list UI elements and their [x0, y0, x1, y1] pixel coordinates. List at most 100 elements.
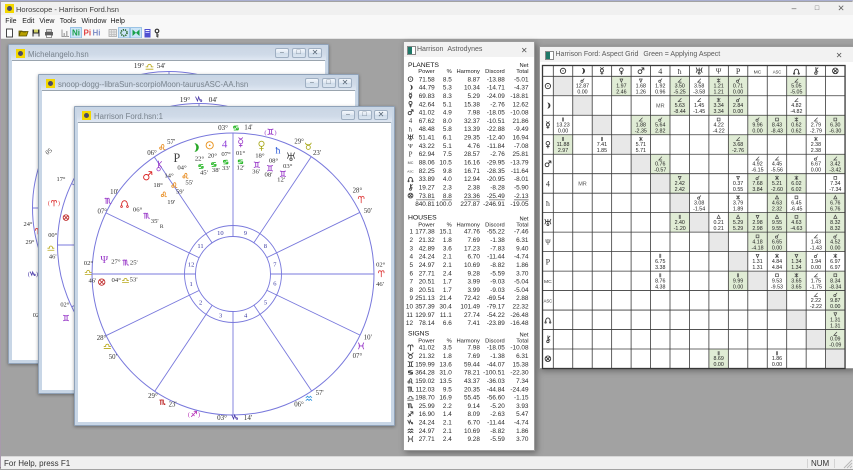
svg-text:1.89: 1.89	[732, 206, 742, 212]
svg-text:22°: 22°	[195, 155, 205, 162]
svg-text:1.75: 1.75	[810, 278, 820, 284]
svg-text:4.18: 4.18	[752, 239, 762, 245]
svg-text:3: 3	[219, 312, 222, 319]
svg-text:-5.90: -5.90	[514, 184, 529, 191]
svg-text:-2.13: -2.13	[514, 193, 529, 200]
svg-text:227.87: 227.87	[460, 201, 480, 208]
svg-text:159.02: 159.02	[415, 378, 435, 385]
svg-text:2.98: 2.98	[752, 220, 762, 226]
svg-text:MR: MR	[655, 104, 664, 110]
svg-text:0.00: 0.00	[557, 128, 567, 134]
svg-text:P: P	[409, 152, 413, 159]
svg-text:3.38: 3.38	[655, 265, 665, 271]
svg-text:-28.35: -28.35	[487, 168, 506, 175]
svg-text:30.4: 30.4	[439, 304, 452, 311]
svg-text:-14.71: -14.71	[487, 85, 506, 92]
svg-text:2.4: 2.4	[443, 436, 452, 443]
svg-text:1.4: 1.4	[443, 411, 452, 418]
svg-text:-5.56: -5.56	[770, 167, 782, 173]
svg-text:6.31: 6.31	[516, 237, 529, 244]
svg-text:2.42: 2.42	[674, 181, 684, 187]
svg-text:1.8: 1.8	[443, 353, 452, 360]
svg-text:-6.30: -6.30	[829, 128, 841, 134]
svg-text:6: 6	[409, 270, 413, 277]
svg-text:16.90: 16.90	[419, 411, 435, 418]
svg-text:4: 4	[658, 67, 662, 76]
svg-text:7.69: 7.69	[467, 237, 480, 244]
svg-text:7.34: 7.34	[830, 181, 840, 187]
svg-text:HOUSES: HOUSES	[408, 215, 437, 222]
svg-text:-9.03: -9.03	[490, 287, 505, 294]
svg-text:4.92: 4.92	[752, 161, 762, 167]
svg-text:43.22: 43.22	[419, 143, 435, 150]
svg-text:3.34: 3.34	[713, 103, 723, 109]
svg-text:0.00: 0.00	[830, 304, 840, 310]
svg-text:4: 4	[545, 179, 549, 188]
svg-text:23': 23'	[313, 150, 321, 157]
svg-text:8.0: 8.0	[443, 118, 452, 125]
svg-text:-12.40: -12.40	[487, 135, 506, 142]
svg-text:-7.46: -7.46	[514, 229, 529, 236]
svg-text:Ψ: Ψ	[408, 143, 413, 150]
svg-text:-2.76: -2.76	[490, 101, 505, 108]
svg-text:3.5: 3.5	[443, 345, 452, 352]
svg-text:1: 1	[409, 229, 413, 236]
svg-text:-5.25: -5.25	[673, 90, 685, 96]
svg-text:02°: 02°	[84, 260, 94, 267]
svg-text:05: 05	[44, 147, 53, 156]
svg-text:1.31: 1.31	[752, 259, 762, 265]
svg-text:27°: 27°	[111, 259, 121, 266]
svg-text:24°: 24°	[24, 221, 33, 228]
svg-text:2.32: 2.32	[771, 206, 781, 212]
svg-text:6.31: 6.31	[516, 353, 529, 360]
svg-text:P: P	[545, 257, 550, 266]
svg-text:10': 10'	[110, 189, 118, 196]
svg-text:36': 36'	[252, 168, 260, 175]
svg-text:0.71: 0.71	[732, 84, 742, 90]
svg-text:20.51: 20.51	[419, 287, 435, 294]
svg-text:6.67: 6.67	[810, 161, 820, 167]
svg-text:14°: 14°	[164, 173, 174, 180]
svg-text:Discord: Discord	[485, 223, 505, 229]
svg-text:14': 14'	[244, 124, 252, 132]
svg-text:6.70: 6.70	[467, 254, 480, 261]
svg-text:3.84: 3.84	[752, 187, 762, 193]
svg-text:2.22: 2.22	[810, 298, 820, 304]
svg-text:10.69: 10.69	[464, 428, 480, 435]
svg-text:1.21: 1.21	[713, 84, 723, 90]
svg-text:1.94: 1.94	[810, 259, 820, 265]
svg-text:6.1: 6.1	[443, 135, 452, 142]
svg-text:11: 11	[197, 243, 203, 250]
svg-text:25.81: 25.81	[513, 151, 529, 158]
svg-text:5: 5	[409, 262, 413, 269]
svg-text:21.4: 21.4	[439, 295, 452, 302]
svg-text:1.26: 1.26	[635, 90, 645, 96]
svg-text:44.79: 44.79	[419, 85, 435, 92]
svg-text:9.5: 9.5	[443, 386, 452, 393]
svg-text:18°: 18°	[153, 182, 163, 189]
svg-text:1.31: 1.31	[752, 265, 762, 271]
svg-text:9: 9	[409, 295, 413, 302]
svg-text:-1.45: -1.45	[693, 109, 705, 115]
svg-text:8.43: 8.43	[771, 122, 781, 128]
svg-text:-3.58: -3.58	[693, 90, 705, 96]
svg-text:PLANETS: PLANETS	[408, 62, 439, 69]
svg-text:13.5: 13.5	[439, 378, 452, 385]
svg-text:46': 46'	[89, 277, 97, 284]
svg-text:22.32: 22.32	[513, 304, 529, 311]
svg-text:11.88: 11.88	[556, 142, 569, 148]
svg-text:7.69: 7.69	[467, 353, 480, 360]
svg-text:-24.49: -24.49	[510, 386, 529, 393]
svg-text:2.79: 2.79	[810, 122, 820, 128]
svg-text:251.13: 251.13	[415, 295, 435, 302]
svg-text:11: 11	[406, 312, 413, 319]
svg-text:7: 7	[273, 262, 277, 269]
svg-text:06°: 06°	[147, 150, 157, 157]
svg-text:19°: 19°	[180, 95, 191, 104]
svg-text:4.82: 4.82	[791, 103, 801, 109]
svg-text:-4.37: -4.37	[514, 85, 529, 92]
svg-text:0.55: 0.55	[732, 187, 742, 193]
svg-text:6.30: 6.30	[830, 122, 840, 128]
svg-text:0.21: 0.21	[713, 220, 723, 226]
svg-text:3: 3	[409, 245, 413, 252]
